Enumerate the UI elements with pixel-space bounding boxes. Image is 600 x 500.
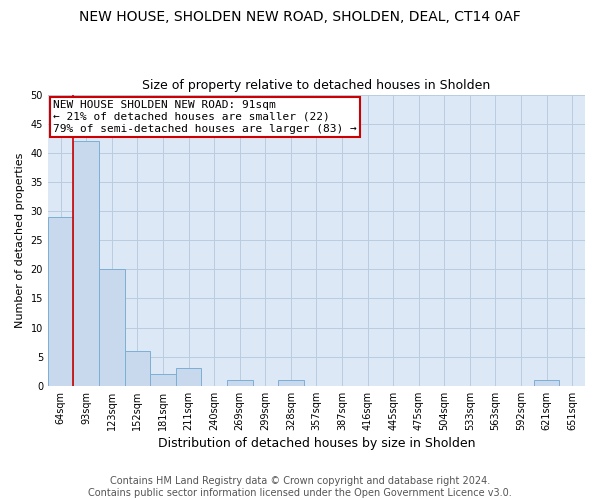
- Text: Contains HM Land Registry data © Crown copyright and database right 2024.
Contai: Contains HM Land Registry data © Crown c…: [88, 476, 512, 498]
- Bar: [125, 351, 150, 386]
- Y-axis label: Number of detached properties: Number of detached properties: [15, 152, 25, 328]
- X-axis label: Distribution of detached houses by size in Sholden: Distribution of detached houses by size …: [158, 437, 475, 450]
- Bar: [48, 217, 73, 386]
- Bar: [534, 380, 559, 386]
- Bar: [73, 141, 99, 386]
- Bar: [176, 368, 202, 386]
- Title: Size of property relative to detached houses in Sholden: Size of property relative to detached ho…: [142, 79, 491, 92]
- Bar: [278, 380, 304, 386]
- Text: NEW HOUSE, SHOLDEN NEW ROAD, SHOLDEN, DEAL, CT14 0AF: NEW HOUSE, SHOLDEN NEW ROAD, SHOLDEN, DE…: [79, 10, 521, 24]
- Bar: [150, 374, 176, 386]
- Text: NEW HOUSE SHOLDEN NEW ROAD: 91sqm
← 21% of detached houses are smaller (22)
79% : NEW HOUSE SHOLDEN NEW ROAD: 91sqm ← 21% …: [53, 100, 357, 134]
- Bar: [227, 380, 253, 386]
- Bar: [99, 270, 125, 386]
